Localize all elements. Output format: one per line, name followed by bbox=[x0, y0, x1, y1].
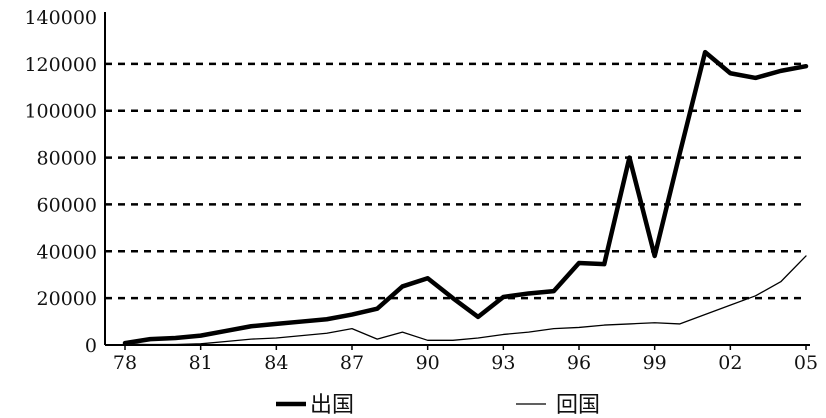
x-tick-label: 93 bbox=[491, 352, 515, 374]
x-tick-label: 96 bbox=[567, 352, 591, 374]
series-line-outbound bbox=[122, 49, 809, 346]
x-tick-label: 87 bbox=[340, 352, 364, 374]
series-layer bbox=[122, 49, 809, 346]
series-line-return bbox=[124, 255, 807, 346]
legend-label-outbound: 出国 bbox=[310, 393, 354, 418]
x-tick-label: 02 bbox=[718, 352, 742, 374]
y-tick-label: 0 bbox=[85, 335, 97, 357]
legend-label-return: 回国 bbox=[556, 393, 600, 418]
y-tick-label: 80000 bbox=[37, 148, 97, 170]
y-tick-label: 100000 bbox=[24, 101, 97, 123]
grid-layer bbox=[105, 62, 806, 300]
y-tick-label: 140000 bbox=[24, 7, 97, 29]
y-tick-label: 20000 bbox=[37, 288, 97, 310]
x-tick-label: 81 bbox=[189, 352, 213, 374]
y-tick-labels: 0 20000 40000 60000 80000 100000 120000 140000 bbox=[24, 7, 97, 357]
x-tick-labels: 78 81 84 87 90 93 96 99 02 05 bbox=[113, 345, 818, 374]
y-tick-label: 60000 bbox=[37, 194, 97, 216]
axis-layer bbox=[104, 12, 810, 346]
legend: 出国 回国 bbox=[276, 393, 600, 418]
y-tick-label: 40000 bbox=[37, 241, 97, 263]
x-tick-label: 90 bbox=[416, 352, 440, 374]
x-tick-label: 99 bbox=[643, 352, 667, 374]
x-tick-label: 05 bbox=[794, 352, 818, 374]
x-tick-label: 78 bbox=[113, 352, 137, 374]
x-tick-label: 84 bbox=[264, 352, 288, 374]
y-tick-label: 120000 bbox=[24, 54, 97, 76]
